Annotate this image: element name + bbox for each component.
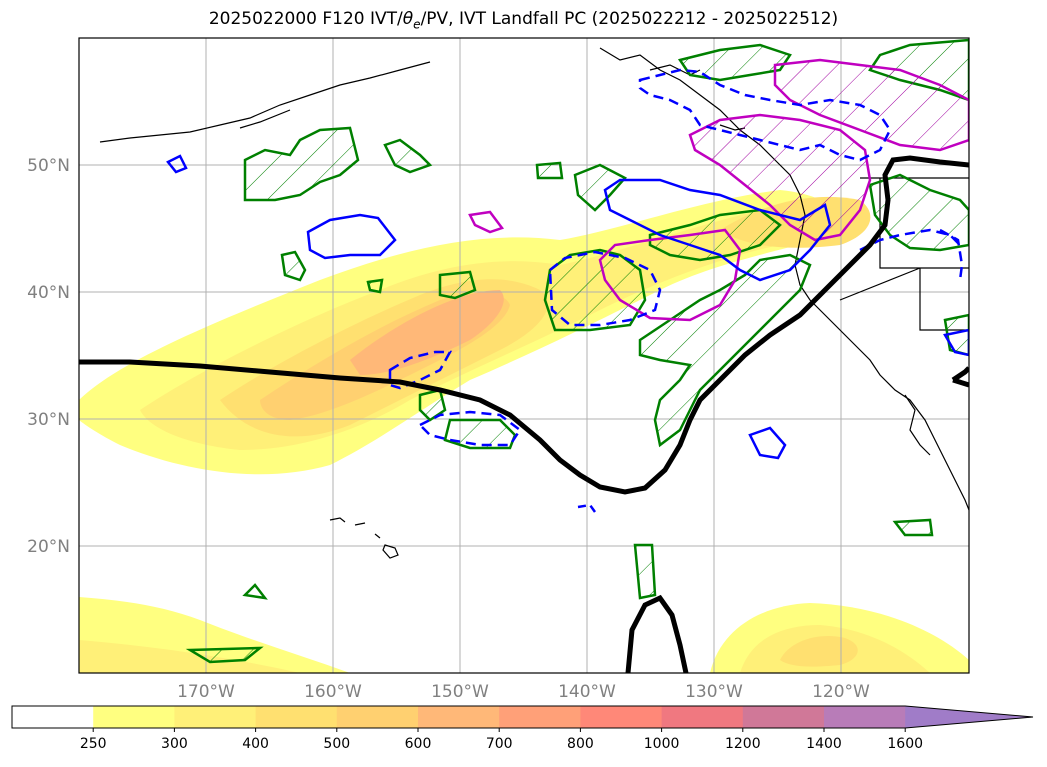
map-panel [79, 38, 969, 673]
colorbar-outline [11, 705, 1034, 729]
colorbar-tick-label: 250 [80, 736, 107, 752]
colorbar-segment [661, 706, 744, 728]
lat-label-50n: 50°N [27, 156, 70, 176]
lat-label-40n: 40°N [27, 283, 70, 303]
latitude-labels: 50°N 40°N 30°N 20°N [27, 156, 70, 557]
pv-positive-contours [185, 38, 969, 664]
colorbar-segment [742, 706, 825, 728]
colorbar: 250 300 400 500 600 700 800 1000 1200 1400 1600 [11, 705, 1034, 752]
colorbar-tick-label: 300 [161, 736, 188, 752]
map-frame [78, 37, 970, 674]
colorbar-tick-label: 800 [567, 736, 594, 752]
lon-label-170w: 170°W [177, 682, 235, 702]
colorbar-tick-label: 1400 [806, 736, 842, 752]
colorbar-tick-label: 500 [323, 736, 350, 752]
lat-label-20n: 20°N [27, 537, 70, 557]
lat-label-30n: 30°N [27, 410, 70, 430]
colorbar-tick-label: 700 [486, 736, 513, 752]
ivt-landfall-pc-contour [79, 155, 969, 673]
lon-label-120w: 120°W [812, 682, 870, 702]
colorbar-segment [580, 706, 663, 728]
colorbar-segment [336, 706, 419, 728]
hawaii-islands [329, 517, 399, 559]
colorbar-tick-label: 1600 [887, 736, 923, 752]
colorbar-tick-label: 1200 [725, 736, 761, 752]
colorbar-segment [499, 706, 581, 728]
colorbar-segment [418, 706, 500, 728]
colorbar-tick-label: 1000 [644, 736, 680, 752]
lon-label-130w: 130°W [685, 682, 743, 702]
lon-label-140w: 140°W [558, 682, 616, 702]
colorbar-segment [174, 706, 257, 728]
blue-contours [166, 68, 969, 513]
lon-label-160w: 160°W [304, 682, 362, 702]
colorbar-tick-label: 400 [242, 736, 269, 752]
longitude-labels: 170°W 160°W 150°W 140°W 130°W 120°W [177, 682, 870, 702]
colorbar-segment [255, 706, 338, 728]
colorbar-extend-triangle [905, 706, 1033, 728]
lon-label-150w: 150°W [431, 682, 489, 702]
colorbar-segment [93, 706, 175, 728]
figure-title: 2025022000 F120 IVT/θe/PV, IVT Landfall … [208, 9, 839, 32]
colorbar-tick-label: 600 [405, 736, 432, 752]
colorbar-segment [12, 706, 94, 728]
colorbar-segment [824, 706, 906, 728]
